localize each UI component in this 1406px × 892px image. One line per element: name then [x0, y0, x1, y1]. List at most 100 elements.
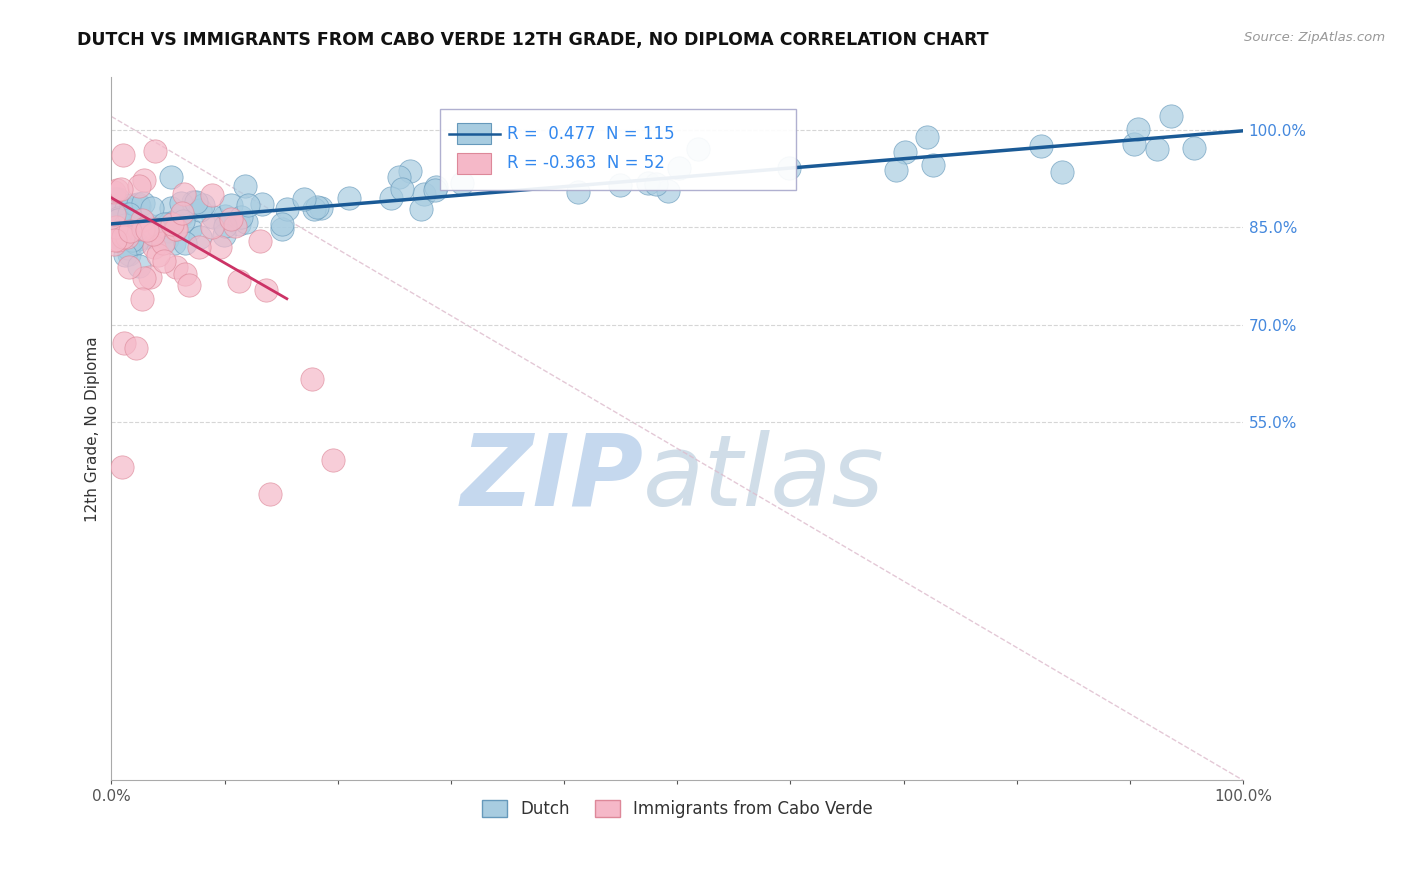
Point — [122, 212, 145, 227]
Point — [174, 236, 197, 251]
Point — [128, 178, 150, 193]
Point — [104, 226, 127, 240]
Point — [156, 217, 179, 231]
Point — [128, 260, 150, 274]
Point — [163, 215, 186, 229]
Point — [127, 197, 149, 211]
Point — [141, 227, 163, 242]
Point — [231, 210, 253, 224]
Point — [170, 208, 193, 222]
Point — [201, 188, 224, 202]
Point — [146, 248, 169, 262]
Point — [567, 186, 589, 200]
Point — [152, 217, 174, 231]
Point — [111, 460, 134, 475]
Point — [915, 129, 938, 144]
Point — [111, 230, 134, 244]
Text: R = -0.363  N = 52: R = -0.363 N = 52 — [508, 154, 665, 172]
Point — [271, 221, 294, 235]
Point — [104, 192, 127, 206]
Point — [391, 181, 413, 195]
Point — [301, 371, 323, 385]
Point — [399, 164, 422, 178]
Point — [107, 183, 129, 197]
Point — [104, 220, 127, 235]
Point — [1122, 136, 1144, 151]
Point — [127, 232, 149, 246]
Point — [114, 221, 136, 235]
Text: DUTCH VS IMMIGRANTS FROM CABO VERDE 12TH GRADE, NO DIPLOMA CORRELATION CHART: DUTCH VS IMMIGRANTS FROM CABO VERDE 12TH… — [77, 31, 988, 49]
Point — [120, 224, 142, 238]
Point — [219, 212, 242, 227]
Point — [157, 223, 180, 237]
Point — [114, 218, 136, 232]
Point — [191, 198, 214, 212]
Point — [114, 248, 136, 262]
Point — [103, 207, 125, 221]
Point — [202, 210, 225, 224]
Point — [112, 336, 135, 351]
Point — [152, 235, 174, 250]
Point — [322, 452, 344, 467]
Point — [125, 224, 148, 238]
Point — [115, 213, 138, 227]
Point — [425, 180, 447, 194]
Point — [107, 211, 129, 226]
Point — [169, 196, 191, 211]
Point — [146, 222, 169, 236]
Point — [174, 268, 197, 282]
Point — [1184, 140, 1206, 154]
Point — [104, 211, 127, 225]
Point — [136, 223, 159, 237]
Point — [163, 214, 186, 228]
Point — [112, 148, 135, 162]
Point — [104, 217, 127, 231]
Point — [107, 233, 129, 247]
Point — [115, 202, 138, 216]
Point — [134, 270, 156, 285]
Text: Source: ZipAtlas.com: Source: ZipAtlas.com — [1244, 31, 1385, 45]
Point — [637, 176, 659, 190]
Point — [107, 213, 129, 227]
Point — [423, 183, 446, 197]
Point — [124, 213, 146, 227]
Point — [108, 228, 131, 243]
Point — [388, 169, 411, 184]
Text: R =  0.477  N = 115: R = 0.477 N = 115 — [508, 125, 675, 143]
Point — [103, 186, 125, 200]
Point — [115, 229, 138, 244]
Point — [609, 178, 631, 192]
Point — [127, 221, 149, 235]
Point — [922, 158, 945, 172]
Point — [302, 202, 325, 216]
FancyBboxPatch shape — [457, 153, 491, 174]
Point — [107, 192, 129, 206]
Point — [107, 212, 129, 227]
Point — [224, 219, 246, 234]
Point — [115, 206, 138, 220]
Y-axis label: 12th Grade, No Diploma: 12th Grade, No Diploma — [86, 336, 100, 522]
Point — [249, 235, 271, 249]
Point — [188, 230, 211, 244]
Point — [1050, 164, 1073, 178]
Point — [276, 202, 298, 216]
Point — [118, 213, 141, 227]
Point — [214, 209, 236, 223]
Point — [135, 227, 157, 242]
Point — [165, 260, 187, 275]
Point — [311, 201, 333, 215]
Point — [172, 206, 194, 220]
Point — [188, 240, 211, 254]
Point — [108, 212, 131, 227]
Point — [108, 225, 131, 239]
Point — [132, 195, 155, 210]
Point — [688, 142, 710, 156]
Point — [212, 227, 235, 242]
Point — [173, 186, 195, 201]
Point — [132, 172, 155, 186]
Text: ZIP: ZIP — [460, 430, 644, 526]
Point — [380, 191, 402, 205]
Point — [235, 215, 257, 229]
FancyBboxPatch shape — [457, 123, 491, 145]
Point — [228, 274, 250, 288]
